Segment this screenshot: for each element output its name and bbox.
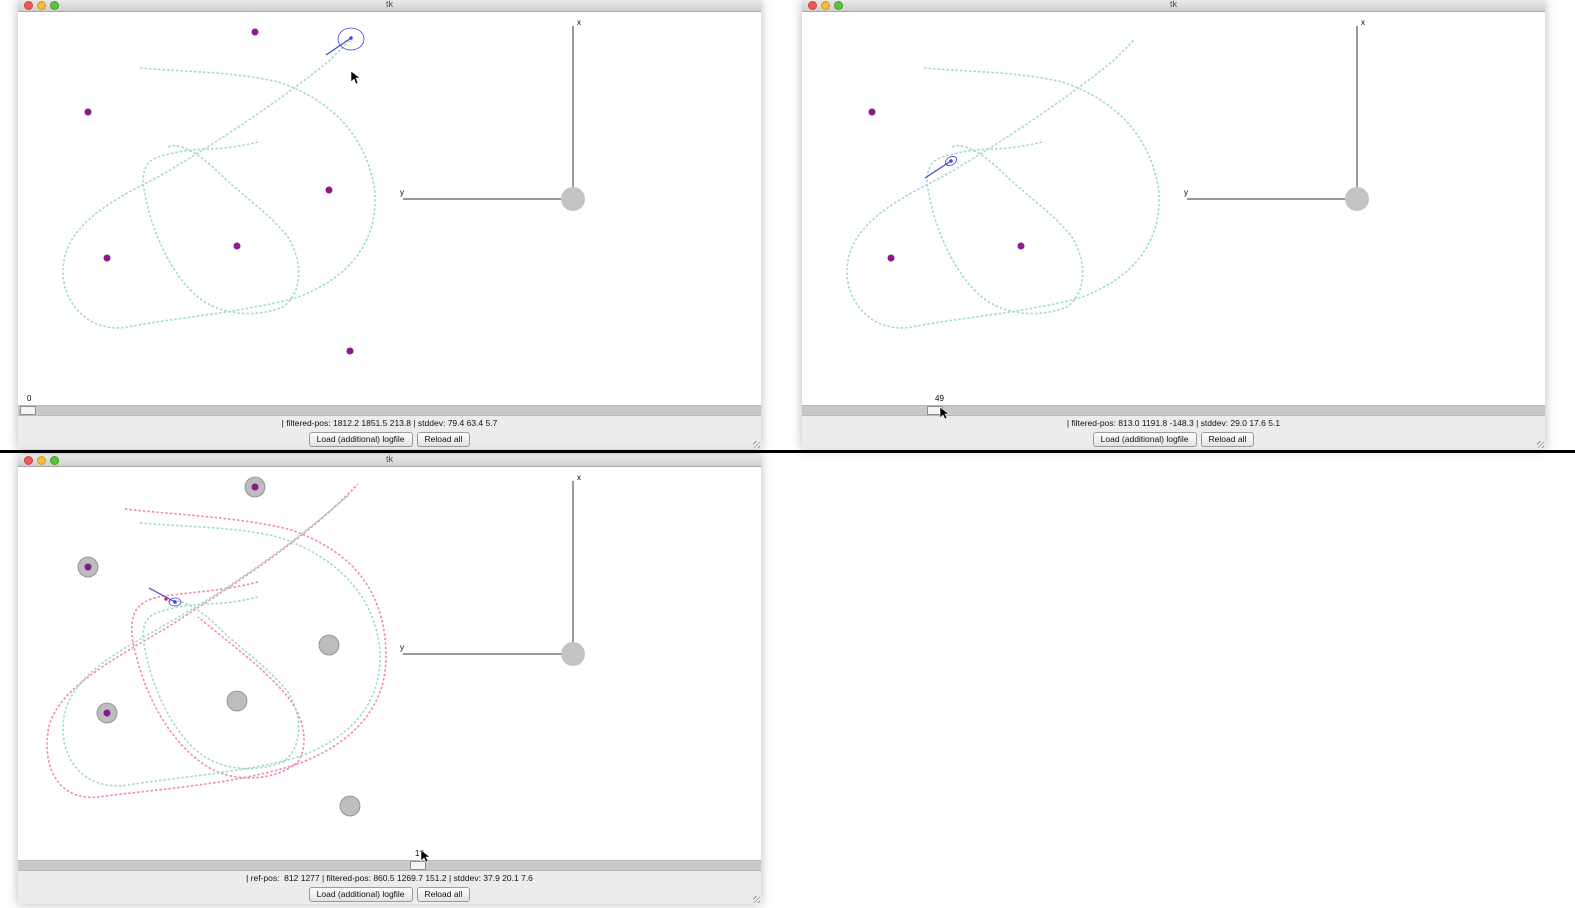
load-logfile-button[interactable]: Load (additional) logfile	[1092, 432, 1197, 447]
load-logfile-button[interactable]: Load (additional) logfile	[308, 432, 413, 447]
y-axis-label: y	[400, 188, 404, 197]
status-line: | ref-pos: 812 1277 | filtered-pos: 860.…	[246, 873, 533, 883]
close-window-icon[interactable]	[24, 1, 33, 10]
y-axis-label: y	[1184, 188, 1188, 197]
resize-grip-icon[interactable]	[1537, 441, 1544, 448]
robot-position	[349, 36, 353, 40]
landmark	[103, 254, 111, 262]
frame-slider-thumb[interactable]	[410, 861, 426, 870]
arrow-pointer-icon	[939, 406, 950, 420]
arrow-pointer-icon	[420, 849, 431, 863]
button-row: Load (additional) logfile Reload all	[802, 432, 1545, 447]
origin-disc	[561, 187, 585, 211]
zoom-window-icon[interactable]	[50, 456, 59, 465]
screen-divider	[0, 450, 1575, 453]
landmark	[84, 563, 92, 571]
filtered-track	[62, 38, 376, 329]
robot-uncertainty-ellipse	[337, 27, 365, 51]
landmark-ring	[226, 690, 248, 712]
frame-number: 1?	[415, 849, 424, 858]
map-canvas[interactable]: x y 49	[802, 12, 1545, 405]
landmark-ring	[318, 634, 340, 656]
close-window-icon[interactable]	[24, 456, 33, 465]
robot-heading	[325, 37, 352, 56]
robot-uncertainty-ellipse	[168, 597, 182, 607]
landmark	[84, 108, 92, 116]
landmark	[346, 347, 354, 355]
map-canvas[interactable]: x y 0	[18, 12, 761, 405]
resize-grip-icon[interactable]	[753, 896, 760, 903]
robot-heading	[924, 160, 952, 179]
minimize-window-icon[interactable]	[37, 456, 46, 465]
reload-all-button[interactable]: Reload all	[416, 432, 471, 447]
frame-number: 49	[935, 394, 944, 403]
landmark	[233, 242, 241, 250]
title-bar[interactable]: tk	[802, 0, 1545, 12]
button-row: Load (additional) logfile Reload all	[18, 432, 761, 447]
status-line: | filtered-pos: 813.0 1191.8 -148.3 | st…	[1066, 418, 1281, 428]
filtered-track-loop	[142, 141, 300, 315]
load-logfile-button[interactable]: Load (additional) logfile	[308, 887, 413, 902]
x-axis-label: x	[577, 18, 581, 27]
tk-window-reference-compare: tk x y 1?	[18, 454, 761, 904]
reference-track	[46, 483, 387, 798]
reload-all-button[interactable]: Reload all	[1200, 432, 1255, 447]
filtered-track-loop	[142, 596, 300, 770]
tk-window-frame-49: tk x y 49 | filtered-pos: 813.0 1191.8 -…	[802, 0, 1545, 449]
landmark-ring	[339, 795, 361, 817]
filtered-track	[846, 38, 1160, 329]
robot-heading	[148, 587, 176, 603]
landmark	[868, 108, 876, 116]
origin-disc	[561, 642, 585, 666]
origin-disc	[1345, 187, 1369, 211]
filtered-track-loop	[926, 141, 1084, 315]
frame-slider[interactable]	[18, 405, 761, 416]
zoom-window-icon[interactable]	[50, 1, 59, 10]
landmark	[251, 28, 259, 36]
frame-slider[interactable]	[802, 405, 1545, 416]
x-axis-label: x	[577, 473, 581, 482]
robot-position	[949, 159, 953, 163]
window-title: tk	[385, 454, 393, 464]
zoom-window-icon[interactable]	[834, 1, 843, 10]
button-row: Load (additional) logfile Reload all	[18, 887, 761, 902]
landmark	[1017, 242, 1025, 250]
y-axis-label: y	[400, 643, 404, 652]
reference-position	[164, 597, 168, 601]
frame-number: 0	[27, 394, 32, 403]
robot-position	[173, 600, 177, 604]
title-bar[interactable]: tk	[18, 454, 761, 467]
landmark	[325, 186, 333, 194]
frame-slider[interactable]	[18, 860, 761, 871]
reference-track-loop	[131, 581, 305, 779]
x-axis-label: x	[1361, 18, 1365, 27]
landmark	[251, 483, 259, 491]
map-canvas[interactable]: x y 1?	[18, 467, 761, 860]
landmark	[103, 709, 111, 717]
status-line: | filtered-pos: 1812.2 1851.5 213.8 | st…	[281, 418, 498, 428]
minimize-window-icon[interactable]	[821, 1, 830, 10]
map-drawing	[846, 26, 1369, 329]
map-drawing	[62, 26, 585, 355]
close-window-icon[interactable]	[808, 1, 817, 10]
resize-grip-icon[interactable]	[753, 441, 760, 448]
arrow-pointer-icon	[350, 70, 361, 85]
window-title: tk	[385, 0, 393, 9]
minimize-window-icon[interactable]	[37, 1, 46, 10]
title-bar[interactable]: tk	[18, 0, 761, 12]
window-title: tk	[1169, 0, 1177, 9]
frame-slider-thumb[interactable]	[20, 406, 36, 415]
reload-all-button[interactable]: Reload all	[416, 887, 471, 902]
landmark	[887, 254, 895, 262]
map-drawing	[46, 476, 585, 817]
tk-window-frame-0: tk x y 0 | filtered-pos: 1812.2 1851.5 2…	[18, 0, 761, 449]
